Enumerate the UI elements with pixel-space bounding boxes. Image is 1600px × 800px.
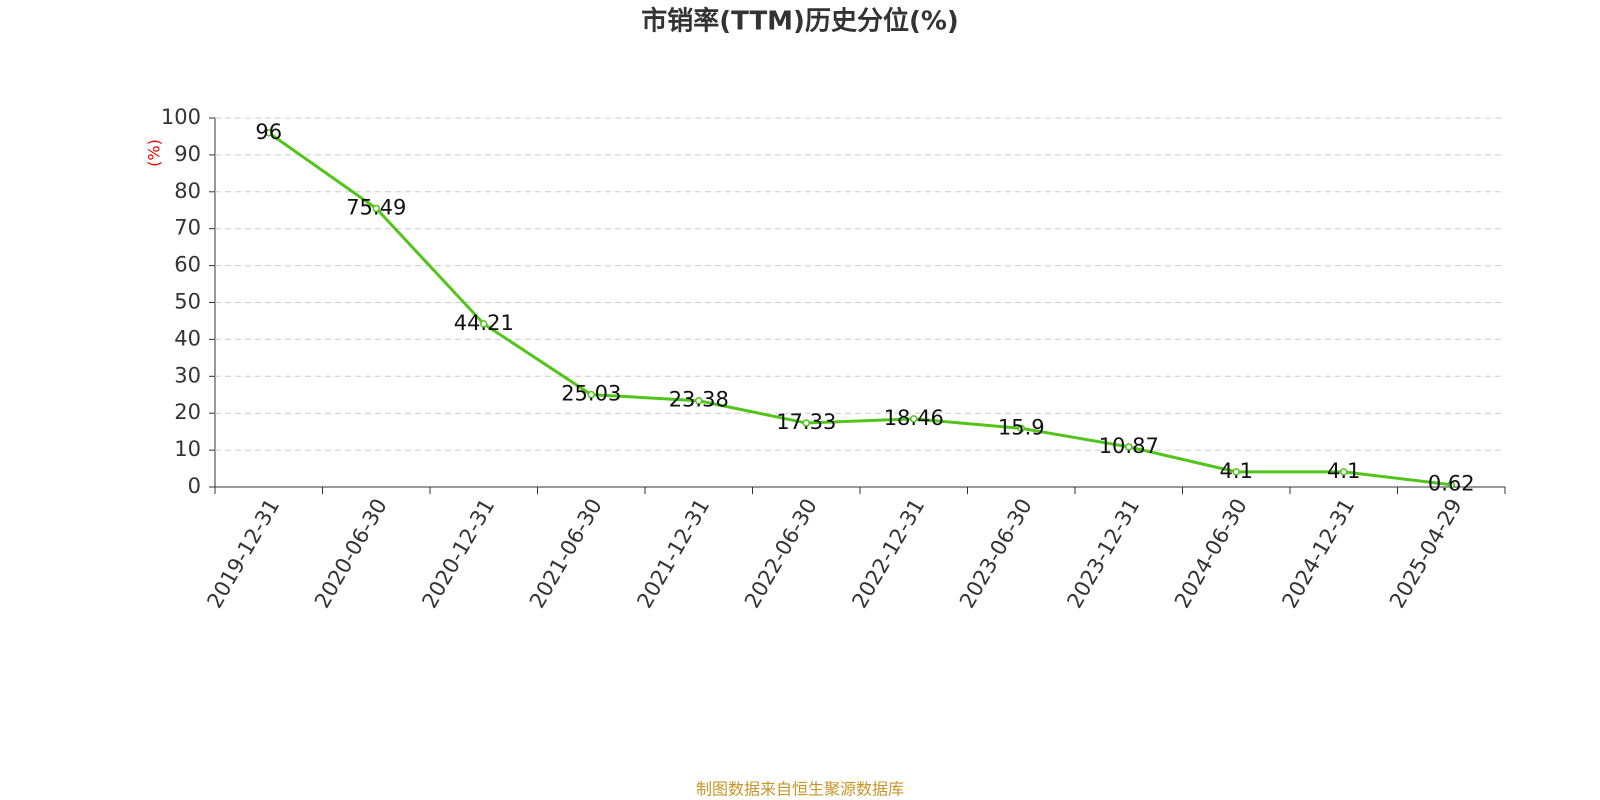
data-point xyxy=(802,419,810,427)
data-label: 4.1 xyxy=(1220,459,1253,483)
data-label: 10.87 xyxy=(1099,434,1159,458)
data-point xyxy=(1125,443,1133,451)
y-tick-label: 0 xyxy=(188,474,201,498)
data-label: 17.33 xyxy=(776,410,836,434)
data-point xyxy=(910,415,918,423)
y-tick-label: 20 xyxy=(174,400,201,424)
data-label: 18.46 xyxy=(884,406,944,430)
x-tick-label: 2025-04-29 xyxy=(1385,495,1467,613)
source-note: 制图数据来自恒生聚源数据库 xyxy=(696,780,904,799)
x-tick-label: 2019-12-31 xyxy=(202,495,284,613)
y-tick-label: 60 xyxy=(174,253,201,277)
data-label: 4.1 xyxy=(1327,459,1360,483)
data-point xyxy=(1447,480,1455,489)
data-line xyxy=(267,131,1452,487)
x-tick-label: 2021-06-30 xyxy=(525,495,607,613)
x-tick-label: 2023-12-31 xyxy=(1062,495,1144,613)
y-tick-label: 80 xyxy=(174,179,201,203)
data-point xyxy=(587,390,595,399)
x-tick-label: 2023-06-30 xyxy=(955,495,1037,613)
y-tick-label: 100 xyxy=(161,105,201,129)
x-tick-label: 2020-06-30 xyxy=(310,495,392,613)
data-point xyxy=(695,396,703,405)
data-point xyxy=(1017,424,1025,433)
data-point xyxy=(1340,468,1348,476)
x-tick-label: 2024-12-31 xyxy=(1277,495,1359,613)
x-tick-label: 2024-06-30 xyxy=(1170,495,1252,613)
y-tick-label: 30 xyxy=(174,363,201,387)
data-point xyxy=(372,204,380,213)
x-tick-label: 2022-06-30 xyxy=(740,495,822,613)
chart-title: 市销率(TTM)历史分位(%) xyxy=(641,6,959,37)
x-tick-label: 2021-12-31 xyxy=(632,495,714,613)
data-label: 44.21 xyxy=(454,311,514,335)
y-tick-label: 90 xyxy=(174,142,201,166)
x-tick-label: 2022-12-31 xyxy=(847,495,929,613)
data-point xyxy=(1232,468,1240,476)
data-label: 15.9 xyxy=(998,415,1045,439)
data-label: 23.38 xyxy=(669,388,729,412)
y-tick-label: 40 xyxy=(174,326,201,350)
y-tick-label: 10 xyxy=(174,437,201,461)
data-point xyxy=(265,129,273,137)
data-label: 25.03 xyxy=(561,382,621,406)
data-label: 75.49 xyxy=(346,195,406,219)
x-tick-label: 2020-12-31 xyxy=(417,495,499,613)
y-tick-label: 70 xyxy=(174,216,201,240)
y-tick-label: 50 xyxy=(174,290,201,314)
data-point xyxy=(480,320,488,328)
data-label: 96 xyxy=(255,120,282,144)
data-label: 0.62 xyxy=(1428,472,1475,496)
y-axis-label: (%) xyxy=(145,139,164,167)
